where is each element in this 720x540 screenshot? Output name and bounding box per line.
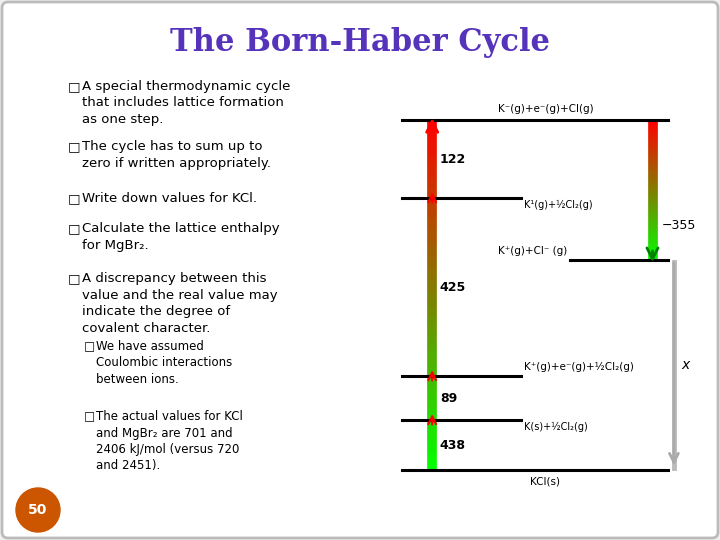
Text: We have assumed
Coulombic interactions
between ions.: We have assumed Coulombic interactions b… bbox=[96, 340, 233, 386]
Text: □: □ bbox=[84, 410, 95, 423]
Text: 122: 122 bbox=[440, 153, 466, 166]
Text: K(s)+½Cl₂(g): K(s)+½Cl₂(g) bbox=[524, 422, 588, 432]
Text: Calculate the lattice enthalpy
for MgBr₂.: Calculate the lattice enthalpy for MgBr₂… bbox=[82, 222, 279, 252]
Text: □: □ bbox=[68, 80, 81, 93]
Text: K⁺(g)+e⁻(g)+½Cl₂(g): K⁺(g)+e⁻(g)+½Cl₂(g) bbox=[524, 362, 634, 372]
Text: The actual values for KCl
and MgBr₂ are 701 and
2406 kJ/mol (versus 720
and 2451: The actual values for KCl and MgBr₂ are … bbox=[96, 410, 243, 472]
Text: 89: 89 bbox=[440, 392, 457, 404]
Text: K⁺(g)+Cl⁻ (g): K⁺(g)+Cl⁻ (g) bbox=[498, 246, 567, 256]
Text: □: □ bbox=[68, 272, 81, 285]
Text: The cycle has to sum up to
zero if written appropriately.: The cycle has to sum up to zero if writt… bbox=[82, 140, 271, 170]
Text: 425: 425 bbox=[440, 281, 466, 294]
Text: A special thermodynamic cycle
that includes lattice formation
as one step.: A special thermodynamic cycle that inclu… bbox=[82, 80, 290, 126]
Text: A discrepancy between this
value and the real value may
indicate the degree of
c: A discrepancy between this value and the… bbox=[82, 272, 278, 334]
Text: □: □ bbox=[68, 140, 81, 153]
Text: □: □ bbox=[68, 222, 81, 235]
Text: □: □ bbox=[68, 192, 81, 205]
Text: The Born-Haber Cycle: The Born-Haber Cycle bbox=[170, 26, 550, 57]
Text: □: □ bbox=[84, 340, 95, 353]
Text: −355: −355 bbox=[662, 219, 696, 232]
Text: Write down values for KCl.: Write down values for KCl. bbox=[82, 192, 257, 205]
Text: KCl(s): KCl(s) bbox=[531, 476, 560, 486]
Text: 50: 50 bbox=[28, 503, 48, 517]
Circle shape bbox=[16, 488, 60, 532]
Text: K¹(g)+½Cl₂(g): K¹(g)+½Cl₂(g) bbox=[524, 200, 593, 210]
Text: 438: 438 bbox=[440, 438, 466, 451]
Text: x: x bbox=[682, 358, 690, 372]
Text: K⁻(g)+e⁻(g)+Cl(g): K⁻(g)+e⁻(g)+Cl(g) bbox=[498, 104, 593, 114]
